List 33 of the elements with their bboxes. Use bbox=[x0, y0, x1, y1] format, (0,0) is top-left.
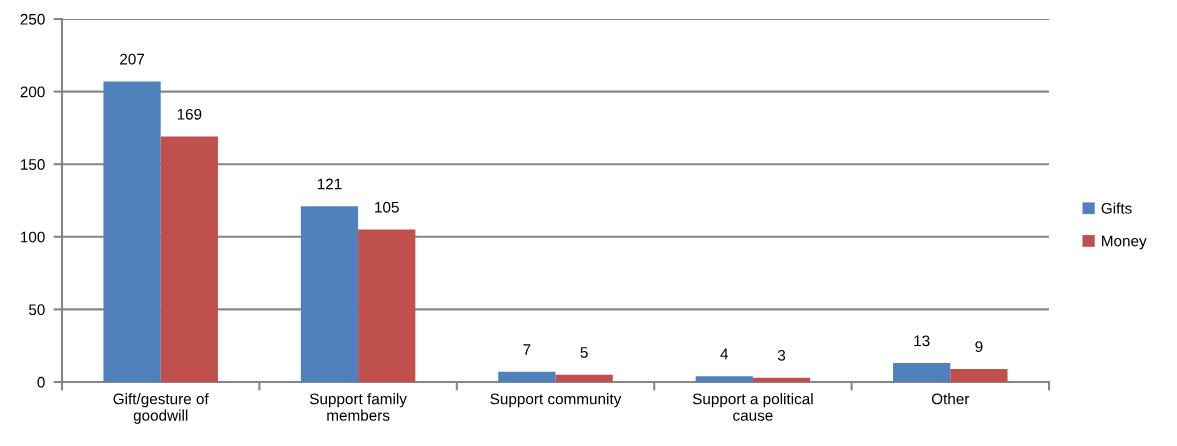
data-label: 207 bbox=[120, 53, 145, 65]
data-label: 7 bbox=[523, 344, 531, 355]
data-label: 9 bbox=[975, 341, 983, 353]
x-tick-label: Support community bbox=[490, 393, 622, 408]
legend-label: Gifts bbox=[1101, 202, 1132, 214]
bar bbox=[358, 229, 416, 382]
y-tick-label: 0 bbox=[37, 376, 45, 388]
x-tick-label: Support family members bbox=[309, 393, 407, 421]
data-label: 3 bbox=[777, 349, 786, 361]
bar bbox=[950, 368, 1008, 382]
bar bbox=[103, 81, 161, 382]
bar bbox=[555, 374, 613, 382]
x-tick-label: Other bbox=[931, 393, 970, 405]
data-label: 5 bbox=[580, 347, 588, 358]
y-tick-label: 50 bbox=[28, 304, 45, 316]
data-label: 105 bbox=[375, 201, 399, 213]
y-tick-label: 100 bbox=[21, 231, 45, 243]
bar bbox=[893, 363, 951, 382]
data-label: 121 bbox=[317, 178, 342, 190]
x-tick-label: Support a political cause bbox=[692, 393, 813, 421]
data-label: 4 bbox=[720, 348, 729, 360]
bar bbox=[300, 206, 359, 382]
y-tick-label: 200 bbox=[20, 86, 45, 98]
y-tick-label: 250 bbox=[20, 13, 45, 25]
x-tick-label: Gift/gesture of goodwill bbox=[113, 393, 209, 424]
data-label: 13 bbox=[914, 335, 930, 347]
bar bbox=[498, 371, 556, 382]
data-label: 169 bbox=[177, 108, 202, 120]
bar bbox=[752, 377, 811, 382]
legend-label: Money bbox=[1102, 235, 1147, 250]
bar bbox=[160, 136, 218, 382]
bar bbox=[695, 376, 753, 382]
y-tick-label: 150 bbox=[21, 159, 45, 170]
